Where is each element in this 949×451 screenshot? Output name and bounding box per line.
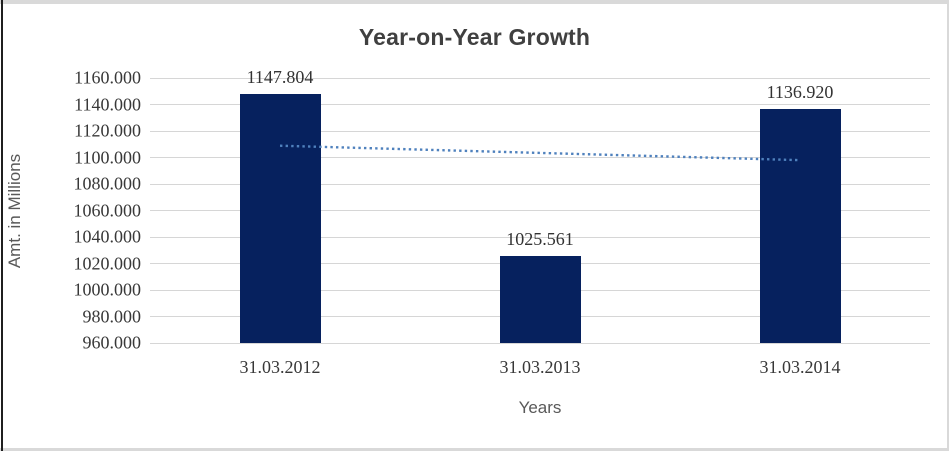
y-tick-label: 1100.000 [74, 147, 141, 167]
bar [759, 108, 841, 343]
gridline [150, 342, 930, 344]
y-axis: 1160.000 1140.000 1120.000 1100.000 1080.000… [0, 68, 142, 353]
gridline [150, 157, 930, 158]
bar-value-label: 1147.804 [246, 67, 314, 88]
gridline [150, 104, 930, 105]
y-tick-label: 1000.000 [73, 279, 142, 300]
y-tick-label: 1020.000 [73, 253, 142, 273]
gridline [150, 236, 930, 238]
bar-value-label: 1136.920 [766, 81, 834, 102]
x-tick-label: 31.03.2014 [759, 357, 841, 377]
bar [499, 256, 581, 343]
y-tick-label: 1140.000 [74, 94, 141, 114]
y-tick-label: 960.000 [82, 332, 142, 353]
frame-border-bottom [0, 448, 949, 451]
x-axis: 31.03.2012 31.03.2013 31.03.2014 [150, 357, 930, 381]
y-tick-label: 1060.000 [73, 200, 142, 220]
frame-border-top [0, 0, 949, 4]
bar-value-label: 1025.561 [506, 229, 574, 250]
x-axis-title: Years [518, 398, 562, 417]
trendline [279, 144, 801, 162]
y-tick-label: 1040.000 [73, 226, 142, 247]
y-tick-label: 1120.000 [74, 120, 141, 141]
gridline [150, 130, 930, 132]
y-tick-label: 1080.000 [73, 173, 142, 194]
x-tick-label: 31.03.2012 [239, 357, 321, 377]
bar [239, 94, 321, 343]
y-tick-label: 980.000 [82, 306, 142, 326]
frame-border-right [947, 0, 949, 451]
y-tick-label: 1160.000 [74, 67, 141, 88]
frame-border-left [1, 0, 3, 451]
gridline [150, 77, 930, 79]
gridline [150, 183, 930, 185]
chart-title: Year-on-Year Growth [358, 24, 591, 50]
gridline [150, 210, 930, 211]
plot-area: 1147.804 1025.561 1136.920 [150, 67, 930, 344]
x-tick-label: 31.03.2013 [499, 357, 581, 377]
